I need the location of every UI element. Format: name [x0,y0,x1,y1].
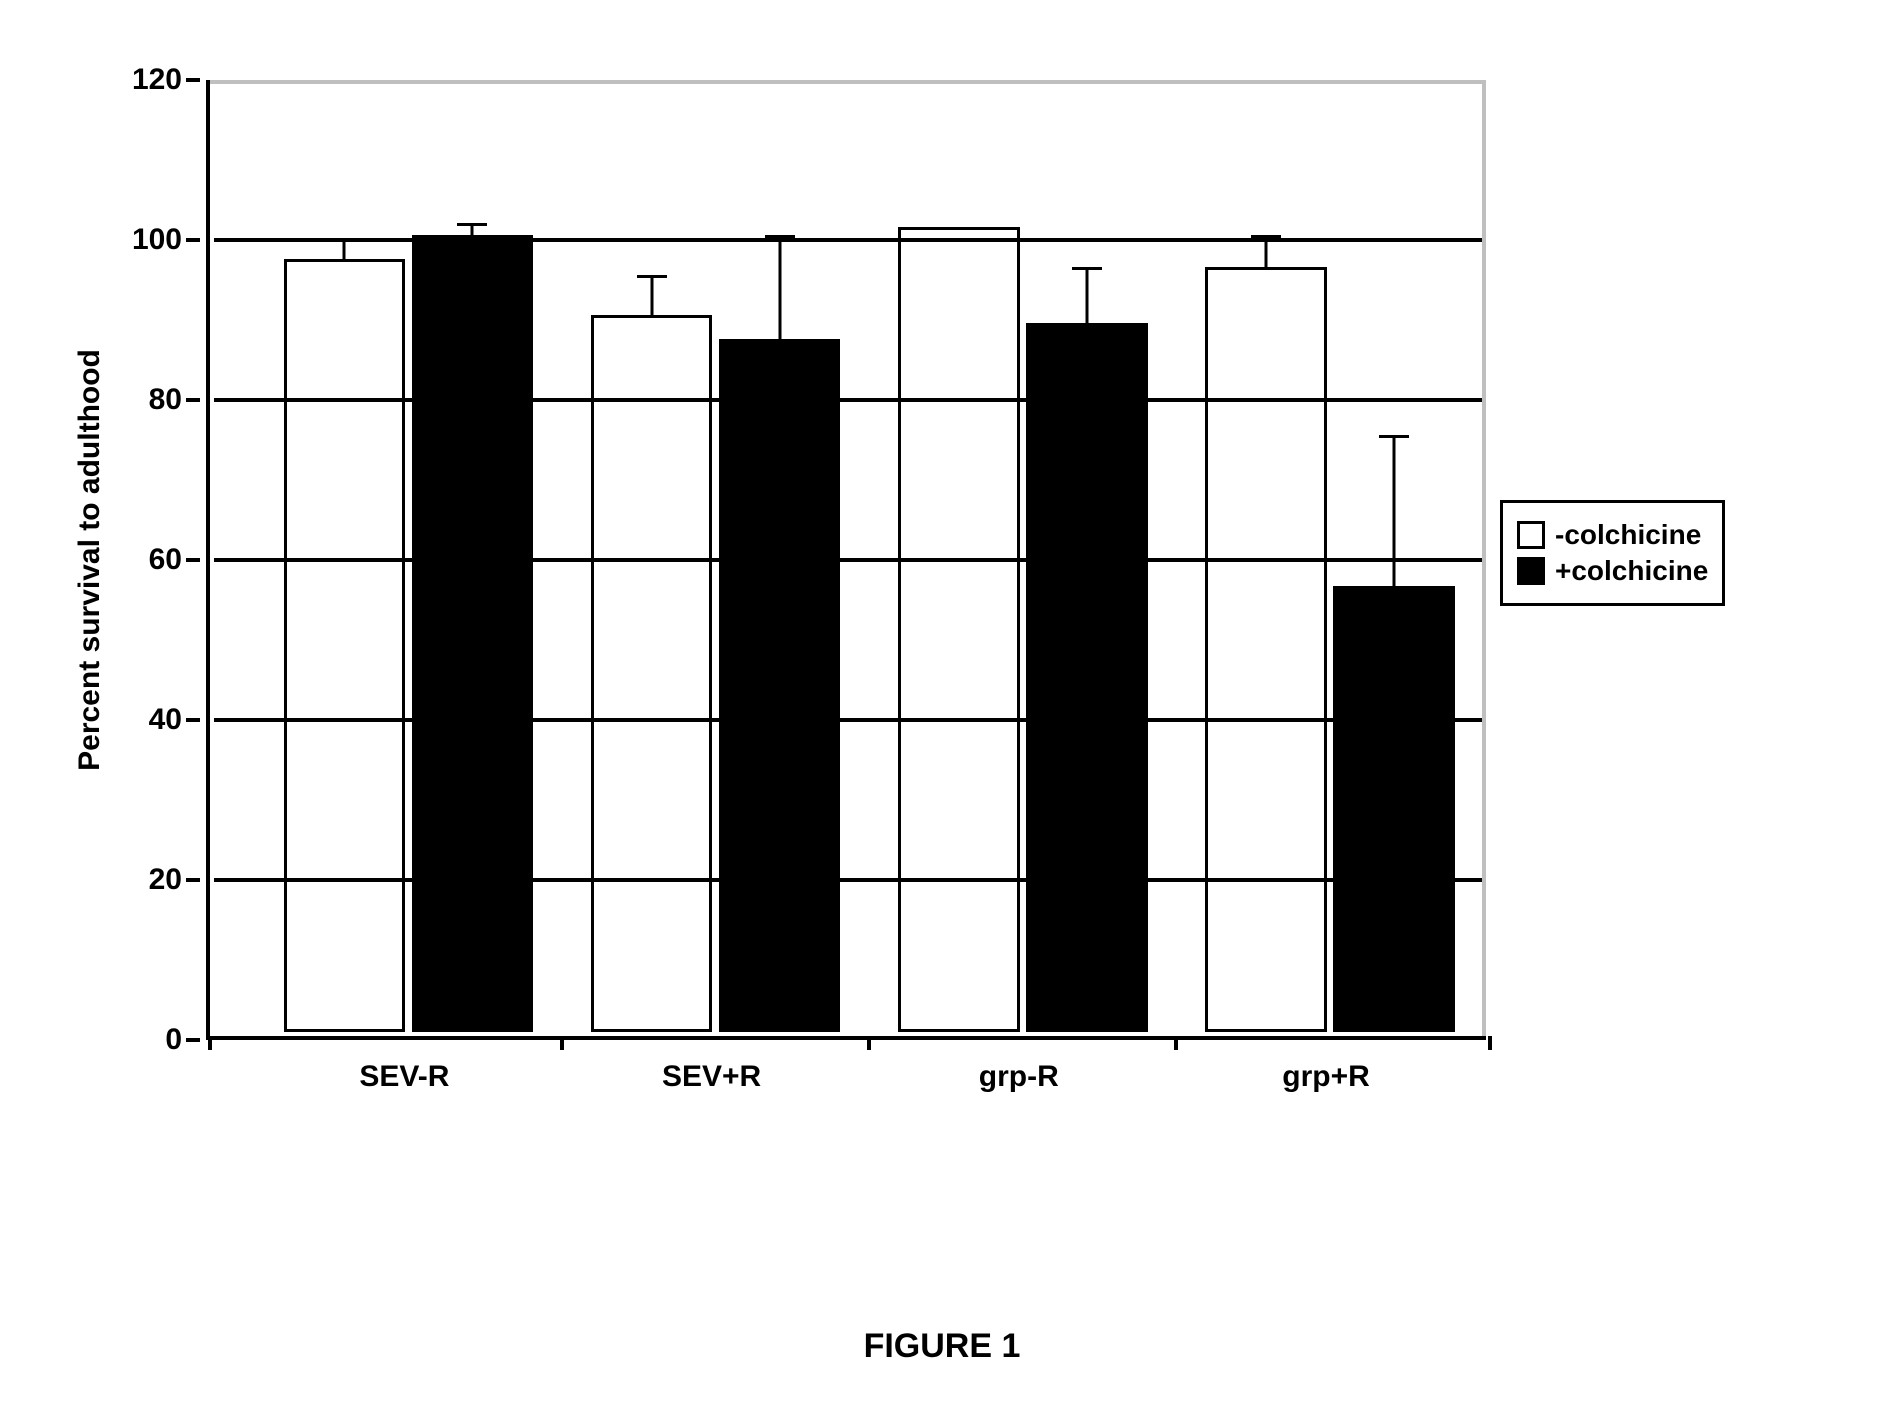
legend-label: -colchicine [1555,519,1701,551]
y-tick-label: 0 [122,1023,182,1057]
y-tick-mark [186,878,200,882]
y-tick-label: 40 [122,703,182,737]
x-tick-mark [867,1036,871,1050]
y-axis-ticks: 020406080100120 [120,80,200,1040]
page: Percent survival to adulthood 0 20 40 60 80 1… [0,0,1884,1426]
gridline [214,718,1482,722]
bar [412,235,534,1032]
y-tick-mark [186,558,200,562]
x-tick-mark [208,1036,212,1050]
gridline [214,558,1482,562]
chart-container: Percent survival to adulthood 0 20 40 60 80 1… [60,80,1820,1230]
legend-swatch [1517,521,1545,549]
x-axis-category-label: SEV-R [359,1060,449,1094]
x-tick-mark [1174,1036,1178,1050]
y-tick-mark [186,718,200,722]
x-axis-category-label: grp-R [979,1060,1059,1094]
y-tick-label: 60 [122,543,182,577]
x-tick-mark [560,1036,564,1050]
bar [1205,267,1327,1032]
bars-layer [210,76,1486,1032]
y-tick-mark [186,238,200,242]
y-axis-title-container: Percent survival to adulthood [60,80,120,1040]
gridline [214,238,1482,242]
bar [1333,586,1455,1032]
legend: -colchicine +colchicine [1500,500,1725,606]
gridline [214,878,1482,882]
y-tick-label: 120 [122,63,182,97]
bar [284,259,406,1032]
y-tick-mark [186,1038,200,1042]
plot-area [206,80,1486,1040]
x-axis-labels: SEV-R SEV+R grp-R grp+R [206,1060,1486,1110]
legend-item: -colchicine [1517,519,1708,551]
y-tick-mark [186,78,200,82]
gridline [214,398,1482,402]
legend-item: +colchicine [1517,555,1708,587]
x-axis-category-label: grp+R [1282,1060,1370,1094]
y-tick-label: 80 [122,383,182,417]
figure-label: FIGURE 1 [864,1327,1021,1366]
x-tick-mark [1488,1036,1492,1050]
legend-label: +colchicine [1555,555,1708,587]
plot-container: SEV-R SEV+R grp-R grp+R [206,80,1486,1160]
x-axis-category-label: SEV+R [662,1060,761,1094]
bar [719,339,841,1032]
bar [1026,323,1148,1032]
y-tick-mark [186,398,200,402]
y-tick-label: 20 [122,863,182,897]
y-axis-title: Percent survival to adulthood [73,349,107,771]
y-tick-label: 100 [122,223,182,257]
bar [591,315,713,1032]
bar [898,227,1020,1032]
legend-swatch [1517,557,1545,585]
